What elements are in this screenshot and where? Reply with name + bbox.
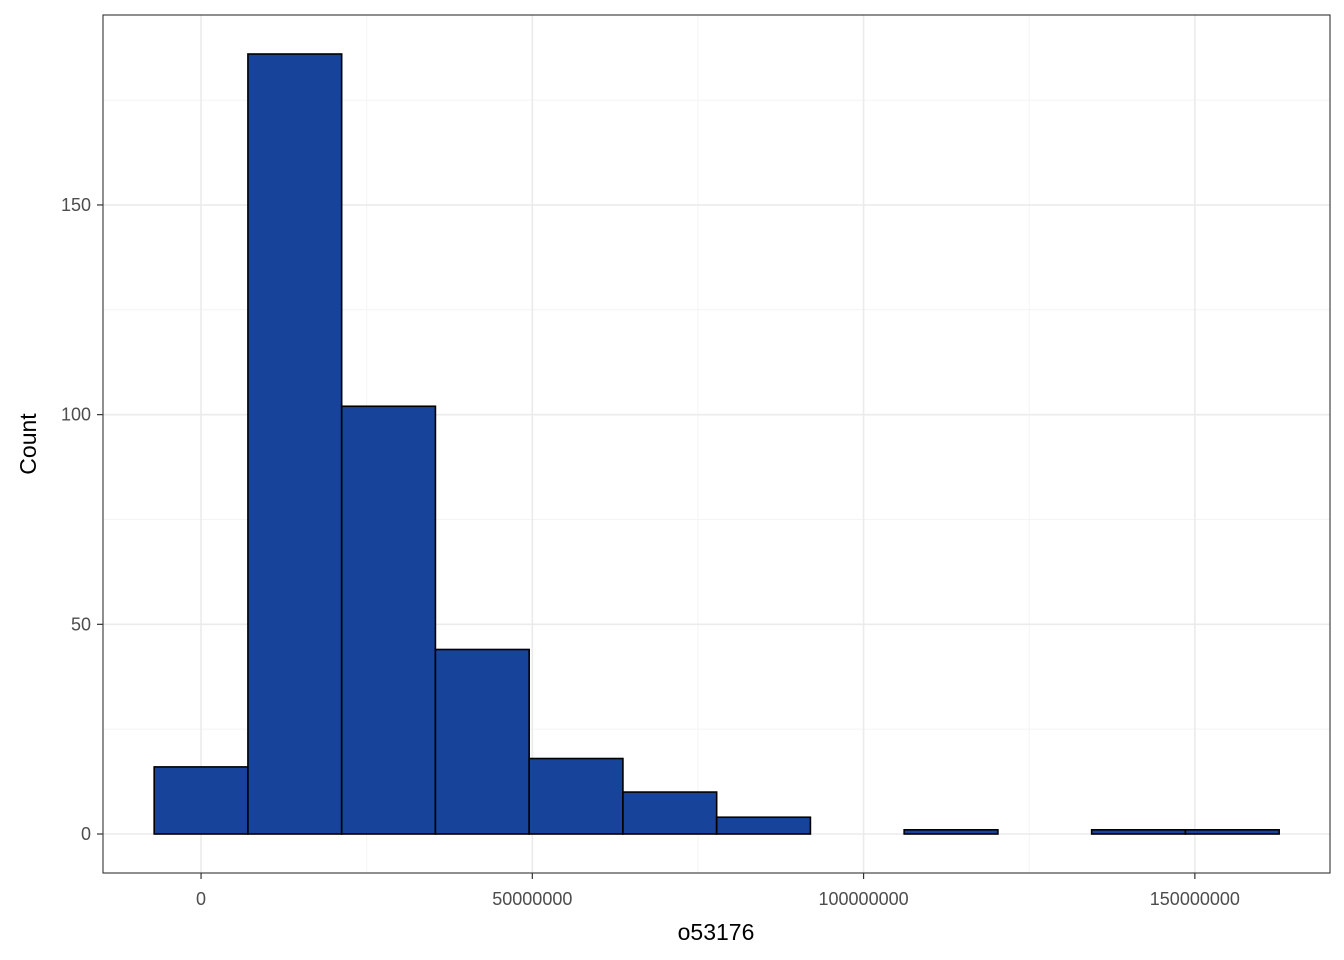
y-tick-label: 0 (81, 824, 91, 844)
histogram-bar (622, 791, 718, 835)
panel-border (102, 14, 1331, 874)
x-axis-title: o53176 (678, 919, 755, 945)
histogram-bar (1090, 829, 1187, 835)
histogram-bar (434, 648, 530, 835)
histogram-bar (1184, 829, 1280, 835)
histogram-bar (528, 757, 624, 835)
histogram-bar (340, 405, 437, 835)
x-tick-label: 50000000 (492, 889, 572, 909)
histogram-bar (715, 816, 812, 835)
y-tick-label: 100 (61, 405, 91, 425)
x-tick-label: 150000000 (1150, 889, 1240, 909)
histogram-bar (247, 53, 343, 835)
x-axis-ticks: 0 50000000 100000000 150000000 (196, 873, 1240, 909)
y-tick-label: 150 (61, 195, 91, 215)
histogram-bar (903, 829, 999, 835)
x-tick-label: 0 (196, 889, 206, 909)
y-axis-title: Count (15, 413, 41, 475)
x-tick-label: 100000000 (819, 889, 909, 909)
histogram-bar (153, 766, 249, 835)
y-tick-label: 50 (71, 614, 91, 634)
y-axis-ticks: 0 50 100 150 (61, 195, 103, 844)
histogram-bars (153, 53, 1280, 835)
